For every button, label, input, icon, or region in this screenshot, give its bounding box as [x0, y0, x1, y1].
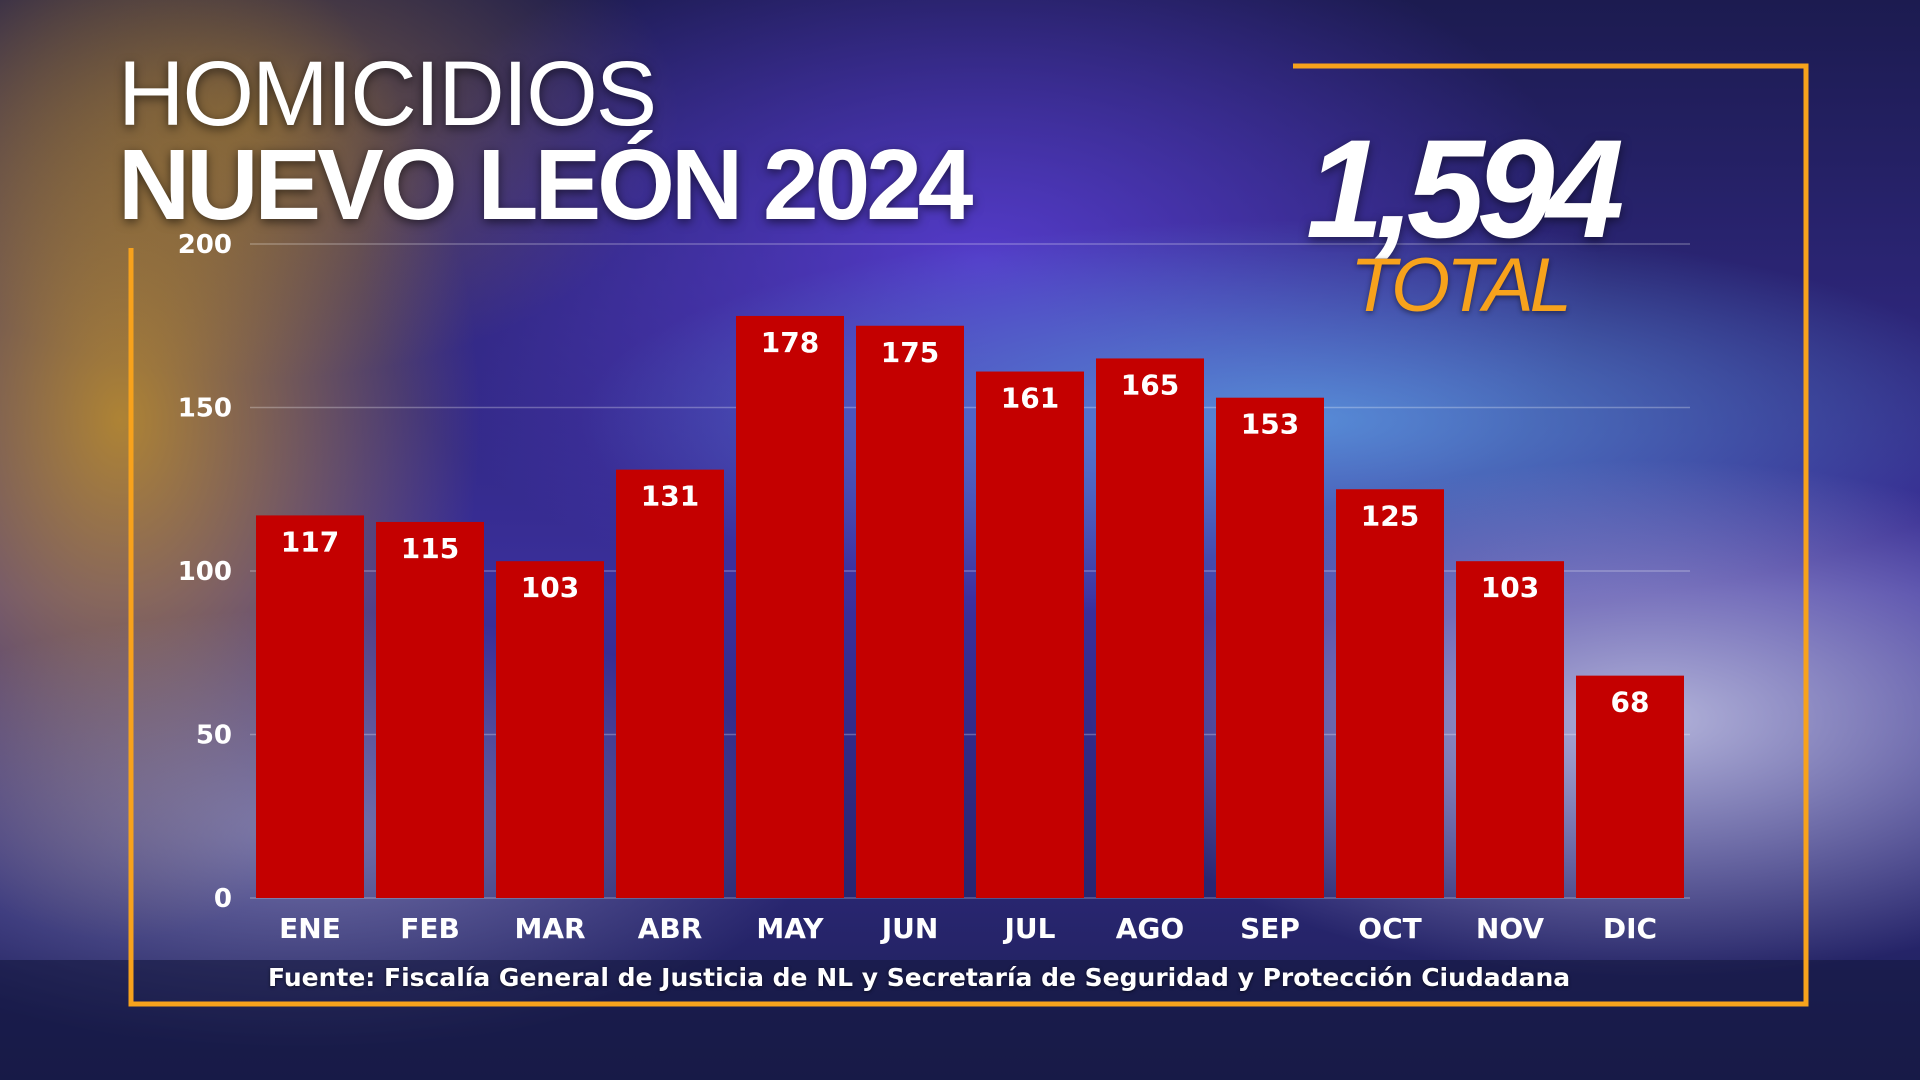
bar-value-label: 178: [761, 326, 819, 359]
x-tick-label: SEP: [1240, 912, 1300, 945]
bar-may: [736, 315, 844, 898]
x-tick-label: ENE: [279, 912, 341, 945]
total-label: TOTAL: [1350, 243, 1572, 328]
bar-nov: [1456, 561, 1564, 898]
bar-value-label: 68: [1611, 686, 1650, 719]
source-note: Fuente: Fiscalía General de Justicia de …: [268, 963, 1571, 992]
title-line-2: NUEVO LEÓN 2024: [118, 129, 973, 241]
x-tick-label: JUL: [1003, 912, 1056, 945]
x-tick-label: MAY: [756, 912, 824, 945]
bar-jun: [856, 325, 964, 898]
x-tick-label: MAR: [514, 912, 585, 945]
y-axis-ticks: 0 50 100 150 200: [178, 230, 232, 914]
x-tick-label: FEB: [400, 912, 460, 945]
bar-oct: [1336, 489, 1444, 898]
x-tick-label: DIC: [1603, 912, 1657, 945]
bar-value-label: 125: [1361, 499, 1419, 532]
gridlines: [250, 243, 1690, 899]
chart-frame: [128, 63, 1809, 1007]
bar-value-label: 117: [281, 525, 339, 558]
y-tick-label: 0: [214, 884, 232, 914]
bar-ago: [1096, 358, 1204, 898]
y-tick-label: 200: [178, 230, 232, 260]
bar-mar: [496, 561, 604, 898]
bar-dic: [1576, 675, 1684, 898]
y-tick-label: 100: [178, 557, 232, 587]
bar-value-label: 103: [521, 571, 579, 604]
bar-value-label: 161: [1001, 382, 1059, 415]
x-tick-label: OCT: [1358, 912, 1421, 945]
bar-jul: [976, 371, 1084, 898]
bar-ene: [256, 515, 364, 898]
x-tick-label: AGO: [1116, 912, 1184, 945]
bar-value-label: 131: [641, 480, 699, 513]
y-tick-label: 150: [178, 394, 232, 424]
x-tick-label: ABR: [638, 912, 703, 945]
bar-value-label: 115: [401, 532, 459, 565]
bar-sep: [1216, 397, 1324, 898]
bars: 117 115 103 131 178 175 161 165 153 125 103 68: [256, 315, 1684, 898]
bar-value-label: 153: [1241, 408, 1299, 441]
bar-feb: [376, 521, 484, 898]
bar-abr: [616, 469, 724, 898]
bar-value-label: 165: [1121, 368, 1179, 401]
bar-value-label: 175: [881, 336, 939, 369]
title-line-1: HOMICIDIOS: [118, 43, 657, 145]
y-tick-label: 50: [196, 721, 232, 751]
x-tick-label: JUN: [880, 912, 939, 945]
x-axis-labels: ENE FEB MAR ABR MAY JUN JUL AGO SEP OCT NOV DIC: [279, 912, 1657, 945]
x-tick-label: NOV: [1476, 912, 1544, 945]
total-value: 1,594: [1306, 110, 1624, 267]
bar-value-label: 103: [1481, 571, 1539, 604]
